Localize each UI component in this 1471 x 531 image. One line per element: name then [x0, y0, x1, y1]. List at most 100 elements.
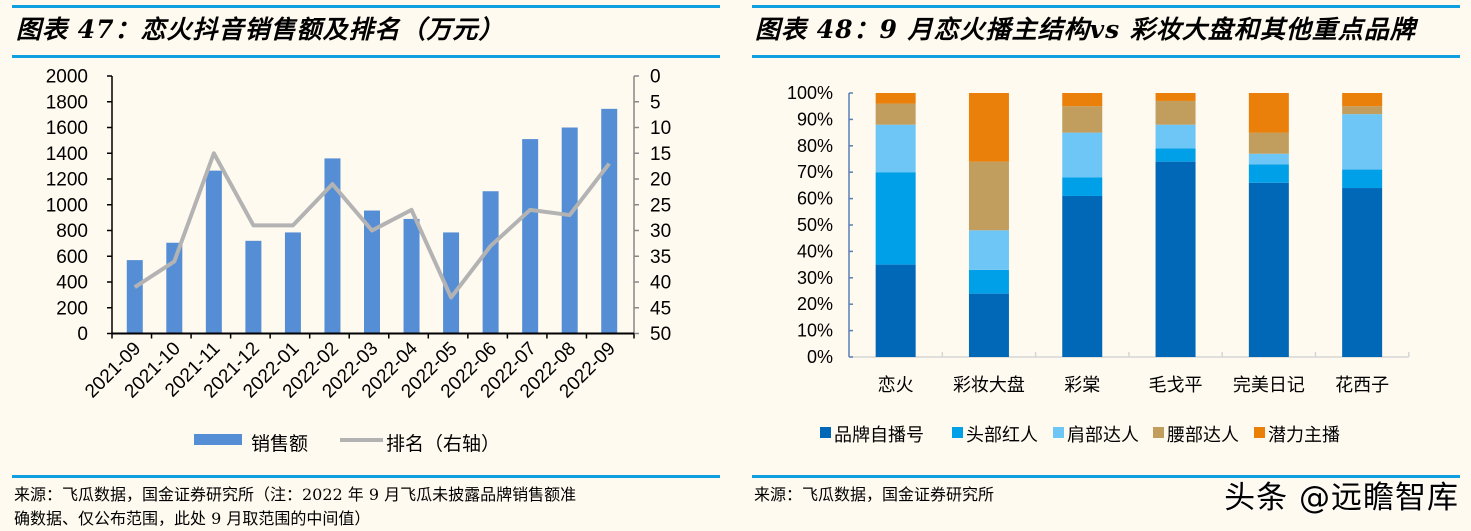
stacked-segment: [1342, 93, 1383, 107]
stacked-segment: [1062, 177, 1103, 196]
stacked-segment: [1155, 93, 1196, 101]
legend-label: 肩部达人: [1067, 425, 1139, 446]
legend-label-sales: 销售额: [251, 433, 308, 455]
stacked-segment: [875, 103, 916, 125]
left-y-tick-label: 400: [56, 273, 88, 294]
left-y-tick-label: 1200: [46, 170, 88, 191]
right-y-tick-label: 0: [650, 67, 661, 88]
legend-swatch: [952, 427, 963, 438]
stacked-segment: [875, 264, 916, 357]
left-y-tick-label: 200: [56, 298, 88, 319]
y-tick-label: 20%: [797, 294, 833, 314]
left-y-tick-label: 1400: [46, 144, 88, 165]
stacked-segment: [1248, 132, 1289, 154]
y-tick-label: 100%: [787, 83, 833, 103]
sales-bar: [284, 232, 301, 334]
left-source-rule: [12, 475, 720, 478]
sales-bar: [205, 170, 222, 334]
stacked-segment: [1342, 188, 1383, 357]
left-title-top-rule: [12, 5, 720, 8]
stacked-segment: [968, 93, 1009, 162]
rank-line: [133, 151, 611, 300]
stacked-segment: [1062, 106, 1103, 133]
y-tick-label: 30%: [797, 268, 833, 288]
stacked-segment: [1248, 153, 1289, 165]
stacked-segment: [1248, 93, 1289, 133]
watermark: 头条 @远瞻智库: [1224, 480, 1459, 516]
sales-bar: [601, 108, 618, 334]
right-y-tick-label: 15: [650, 144, 671, 165]
y-tick-label: 60%: [797, 189, 833, 209]
y-tick-label: 0%: [807, 347, 833, 367]
stacked-segment: [1248, 164, 1289, 183]
left-source-note: 来源：飞瓜数据，国金证券研究所（注：2022 年 9 月飞瓜未披露品牌销售额准 …: [14, 483, 576, 531]
stacked-segment: [1342, 114, 1383, 170]
stacked-segment: [875, 93, 916, 104]
legend-swatch: [1153, 427, 1164, 438]
stacked-segment: [1248, 182, 1289, 357]
sales-rank-chart: 0 200 400 600 800 1000 1200 1400 1600 1800 2000 0 5 1…: [46, 67, 671, 456]
stacked-segment: [875, 124, 916, 173]
left-y-tick-label: 2000: [46, 67, 88, 88]
right-source-note: 来源：飞瓜数据，国金证券研究所: [754, 485, 995, 504]
right-y-tick-label: 10: [650, 118, 671, 139]
sales-bar: [522, 139, 539, 334]
stacked-segment: [1062, 93, 1103, 107]
left-y-tick-label: 1800: [46, 92, 88, 113]
right-y-tick-label: 20: [650, 170, 671, 191]
y-tick-label: 10%: [797, 321, 833, 341]
sales-bar: [245, 240, 262, 334]
legend-swatch: [1053, 427, 1064, 438]
stacked-segment: [968, 161, 1009, 231]
category-label: 彩棠: [1064, 375, 1100, 396]
stacked-segment: [1342, 169, 1383, 189]
category-label: 完美日记: [1233, 375, 1305, 396]
right-y-tick-label: 25: [650, 195, 671, 216]
right-y-tick-label: 50: [650, 324, 671, 345]
stacked-segment: [1155, 161, 1196, 357]
stacked-segment: [875, 172, 916, 265]
sales-bar: [482, 191, 499, 334]
category-label: 花西子: [1335, 375, 1389, 396]
y-tick-label: 40%: [797, 241, 833, 261]
sales-bar: [324, 158, 341, 334]
legend-label: 腰部达人: [1167, 425, 1239, 446]
category-label: 彩妆大盘: [953, 375, 1025, 396]
right-y-tick-label: 45: [650, 298, 671, 319]
legend-label-rank: 排名（右轴）: [386, 433, 500, 455]
legend-swatch-sales: [194, 434, 242, 445]
left-y-tick-label: 1600: [46, 118, 88, 139]
right-y-tick-label: 5: [650, 92, 661, 113]
left-source-line-2: 确数据、仅公布范围，此处 9 月取范围的中间值）: [14, 509, 371, 528]
stacked-segment: [968, 293, 1009, 357]
right-y-tick-label: 40: [650, 273, 671, 294]
right-y-tick-label: 30: [650, 221, 671, 242]
y-tick-label: 70%: [797, 162, 833, 182]
category-label: 毛戈平: [1149, 375, 1203, 396]
sales-bar: [443, 232, 460, 334]
y-tick-label: 80%: [797, 136, 833, 156]
sales-bar: [364, 210, 380, 334]
right-y-tick-label: 35: [650, 247, 671, 268]
right-title-bottom-rule: [752, 55, 1460, 58]
legend-label: 头部红人: [966, 425, 1038, 446]
left-chart-title: 图表 47：恋火抖音销售额及排名（万元）: [16, 15, 505, 44]
left-y-tick-label: 600: [56, 247, 88, 268]
legend-swatch: [820, 427, 831, 438]
legend-label: 品牌自播号: [834, 425, 924, 446]
right-source-rule: [752, 475, 1460, 478]
stacked-segment: [1155, 100, 1196, 125]
stacked-segment: [1342, 106, 1383, 115]
right-chart-title: 图表 48：9 月恋火播主结构vs 彩妆大盘和其他重点品牌: [755, 15, 1416, 44]
stacked-segment: [1062, 132, 1103, 178]
left-y-tick-label: 0: [77, 324, 88, 345]
sales-bar: [126, 260, 143, 334]
stacked-segment: [1155, 124, 1196, 149]
sales-bar: [403, 218, 420, 334]
legend-swatch: [1254, 427, 1265, 438]
left-source-line-1: 来源：飞瓜数据，国金证券研究所（注：2022 年 9 月飞瓜未披露品牌销售额准: [14, 485, 577, 504]
right-title-top-rule: [752, 5, 1460, 8]
sales-bar: [561, 127, 578, 334]
stacked-segment: [968, 269, 1009, 294]
y-tick-label: 90%: [797, 109, 833, 129]
